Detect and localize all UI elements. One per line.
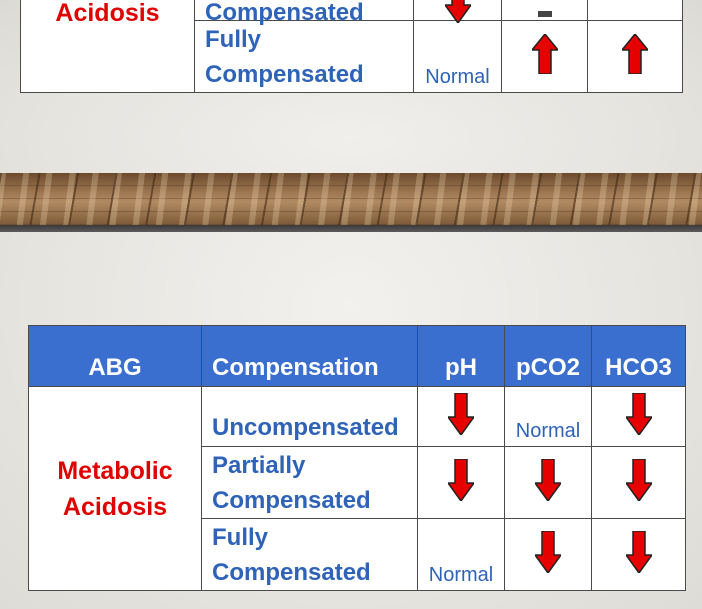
compensation-line1: Partially (212, 452, 306, 479)
pco2-cell (504, 518, 592, 591)
compensation-line2: Compensated (212, 559, 371, 586)
table-row: Partially Compensated (29, 446, 686, 519)
pco2-normal: Normal (504, 386, 592, 447)
red-up-arrow-icon (531, 34, 558, 74)
pco2-cell (501, 20, 588, 93)
red-down-arrow-icon (625, 459, 652, 501)
red-down-arrow-icon (448, 393, 474, 435)
abg-label: Acidosis (55, 0, 160, 27)
metabolic-acidosis-table: ABG Compensation pH pCO2 HCO3 Metabolic … (28, 325, 686, 591)
header-hco3: HCO3 (591, 325, 686, 387)
pco2-cell (501, 0, 588, 21)
respiratory-acidosis-table-fragment: Acidosis Compensated Fully Compensated N… (20, 0, 683, 93)
previous-slide: Acidosis Compensated Fully Compensated N… (0, 0, 702, 173)
abg-label-line1: Metabolic (57, 456, 173, 485)
ph-cell (413, 0, 502, 23)
hco3-cell (587, 0, 683, 21)
ph-cell (417, 446, 505, 519)
abg-cell: Metabolic Acidosis (28, 386, 202, 591)
red-down-arrow-icon (625, 531, 652, 573)
compensation-cell: Fully Compensated (201, 518, 418, 591)
red-down-arrow-icon (535, 531, 561, 573)
ph-cell (417, 386, 505, 447)
compensation-line1: Fully (205, 26, 262, 53)
compensation-cell: Compensated (194, 0, 414, 26)
compensation-cell: Fully Compensated (194, 20, 414, 93)
hco3-cell (591, 446, 686, 519)
red-down-arrow-icon (445, 0, 471, 23)
hco3-cell (591, 386, 686, 447)
abg-label-line2: Acidosis (62, 492, 168, 521)
pco2-cell (504, 446, 592, 519)
header-compensation: Compensation (201, 325, 418, 387)
hco3-cell (591, 518, 686, 591)
header-abg: ABG (28, 325, 202, 387)
hco3-cell (587, 20, 683, 93)
compensation-line1: Fully (212, 524, 269, 551)
divider-shadow (0, 225, 702, 232)
abg-cell: Acidosis (20, 0, 195, 93)
wood-floor-divider (0, 173, 702, 225)
red-up-arrow-icon (622, 34, 648, 74)
header-pco2: pCO2 (504, 325, 592, 387)
compensation-cell: Partially Compensated (201, 446, 418, 519)
table-row: Fully Compensated Normal (29, 518, 686, 591)
ph-normal: Normal (417, 518, 505, 591)
red-down-arrow-icon (448, 459, 474, 501)
compensation-line2: Compensated (205, 61, 364, 88)
compensation-label: Uncompensated (201, 386, 418, 447)
ph-normal: Normal (413, 20, 502, 93)
marker (538, 11, 552, 17)
header-ph: pH (417, 325, 505, 387)
red-down-arrow-icon (535, 459, 561, 501)
red-down-arrow-icon (625, 393, 652, 435)
compensation-line2: Compensated (212, 487, 371, 514)
table-row: Metabolic Acidosis Uncompensated Normal (28, 386, 686, 591)
